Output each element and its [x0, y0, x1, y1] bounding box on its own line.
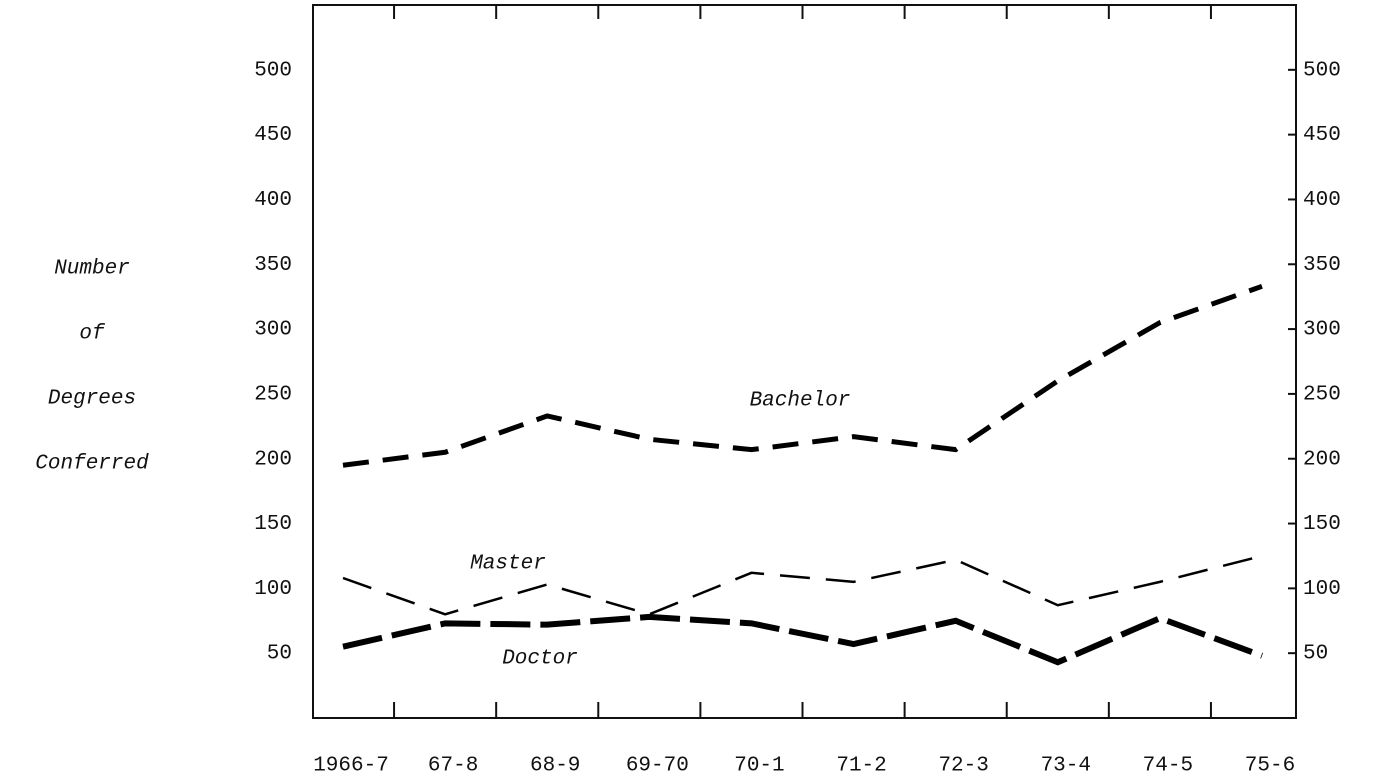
y-axis-label: Conferred	[35, 453, 149, 476]
y2-tick-label: 300	[1303, 319, 1341, 342]
y2-tick-label: 450	[1303, 124, 1341, 147]
y2-tick-label: 250	[1303, 383, 1341, 406]
y-axis-label: Degrees	[48, 388, 136, 411]
x-tick-label: 71-2	[836, 755, 886, 778]
y2-tick-label: 150	[1303, 513, 1341, 536]
y-tick-label: 200	[254, 448, 292, 471]
x-tick-label: 69-70	[626, 755, 689, 778]
y-tick-label: 350	[254, 254, 292, 277]
x-tick-label: 67-8	[428, 755, 478, 778]
y-tick-label: 50	[267, 643, 292, 666]
x-tick-label: 74-5	[1143, 755, 1193, 778]
y-axis-label: of	[79, 323, 106, 346]
series-line	[342, 613, 1264, 666]
y2-tick-label: 400	[1303, 189, 1341, 212]
series-label: Master	[470, 553, 546, 576]
y-tick-label: 400	[254, 189, 292, 212]
y-axis-label: Number	[54, 258, 130, 281]
series-line	[342, 554, 1263, 616]
y-tick-label: 300	[254, 319, 292, 342]
plot-frame	[312, 4, 1297, 719]
series-label: Bachelor	[750, 390, 851, 413]
y-tick-label: 250	[254, 383, 292, 406]
x-tick-label: 70-1	[734, 755, 784, 778]
x-tick-label: 75-6	[1245, 755, 1295, 778]
y-tick-label: 100	[254, 578, 292, 601]
x-tick-label: 68-9	[530, 755, 580, 778]
x-tick-label: 73-4	[1041, 755, 1091, 778]
y2-tick-label: 200	[1303, 448, 1341, 471]
series-line	[342, 283, 1263, 468]
y-tick-label: 450	[254, 124, 292, 147]
y2-tick-label: 100	[1303, 578, 1341, 601]
x-tick-label: 1966-7	[313, 755, 389, 778]
y-tick-label: 150	[254, 513, 292, 536]
y2-tick-label: 350	[1303, 254, 1341, 277]
y2-tick-label: 500	[1303, 59, 1341, 82]
y-tick-label: 500	[254, 59, 292, 82]
series-label: Doctor	[502, 648, 578, 671]
x-tick-label: 72-3	[938, 755, 988, 778]
y2-tick-label: 50	[1303, 643, 1328, 666]
